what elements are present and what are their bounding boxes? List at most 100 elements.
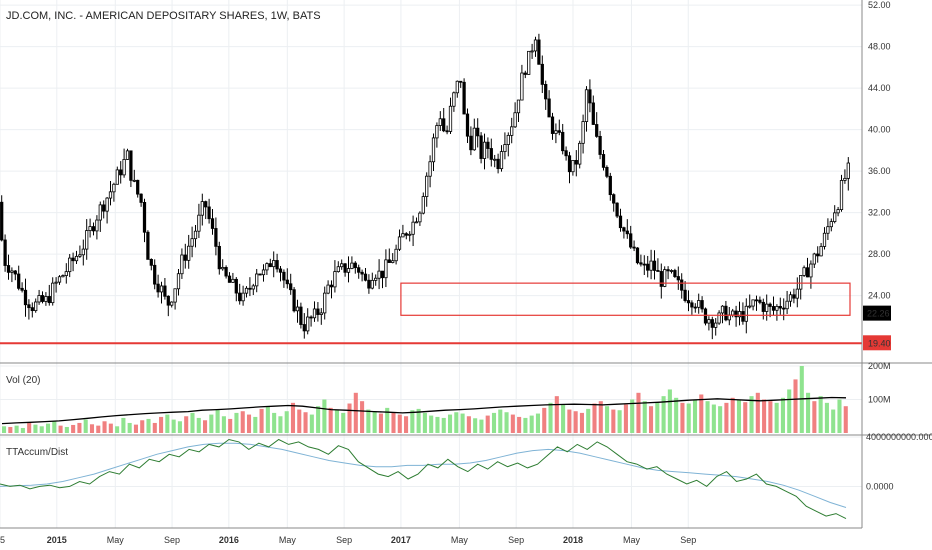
- candle-body: [544, 84, 548, 100]
- indicator-signal-line: [0, 442, 847, 508]
- volume-ma-line: [1, 396, 847, 425]
- candle-body: [795, 288, 799, 299]
- candle-body: [6, 265, 11, 273]
- candle-body: [632, 246, 636, 249]
- y-tick-label: 52.00: [868, 0, 891, 10]
- candle-body: [27, 304, 31, 309]
- candle-body: [261, 269, 266, 276]
- candle-body: [520, 72, 524, 101]
- candle-body: [289, 283, 293, 291]
- x-tick-label: May: [107, 535, 125, 545]
- candle-body: [306, 316, 310, 332]
- volume-bar: [203, 420, 208, 433]
- candle-body: [299, 306, 303, 325]
- candle-body: [57, 276, 62, 283]
- candle-body: [748, 305, 752, 308]
- volume-bar: [730, 397, 735, 433]
- volume-bar: [272, 412, 277, 433]
- volume-bar: [498, 409, 503, 433]
- candle-body: [819, 246, 823, 257]
- candle-body: [272, 260, 276, 268]
- candle-body: [163, 285, 167, 297]
- volume-bar: [284, 411, 289, 433]
- candle-body: [204, 201, 208, 208]
- candle-body: [567, 155, 572, 173]
- candle-body: [13, 270, 17, 275]
- volume-bar: [115, 426, 120, 433]
- candle-body: [703, 308, 708, 324]
- volume-bar: [806, 392, 811, 433]
- candle-body: [190, 238, 194, 247]
- volume-bar: [14, 425, 19, 433]
- volume-bar: [768, 401, 773, 433]
- volume-bar: [567, 409, 572, 433]
- volume-bar: [228, 418, 233, 433]
- candle-body: [428, 161, 432, 177]
- candle-body: [248, 287, 252, 290]
- volume-bar: [96, 425, 101, 433]
- volume-bar: [20, 427, 25, 433]
- volume-bar: [523, 417, 528, 433]
- volume-bar: [824, 402, 829, 433]
- candle-body: [547, 98, 551, 118]
- volume-tick-label: 200M: [868, 361, 891, 371]
- volume-bar: [8, 426, 13, 433]
- volume-bar: [630, 399, 635, 433]
- candle-body: [40, 295, 45, 302]
- candle-body: [765, 303, 769, 312]
- time-axis[interactable]: 15 2015 May Sep 2016 May Sep 2017 May Sep 2018 May S…: [0, 535, 696, 545]
- candle-body: [353, 262, 357, 269]
- candle-body: [95, 219, 99, 232]
- candle-body: [778, 306, 782, 309]
- volume-bar: [724, 402, 729, 433]
- candle-body: [278, 268, 283, 273]
- candle-body: [731, 310, 735, 316]
- candle-body: [680, 279, 684, 291]
- candle-body: [244, 287, 249, 294]
- volume-bar: [309, 414, 314, 433]
- x-tick-label: 2017: [391, 535, 411, 545]
- candle-body: [530, 50, 534, 53]
- volume-bar: [372, 411, 377, 433]
- candle-body: [401, 233, 405, 238]
- candle-body: [221, 267, 225, 270]
- candle-body: [238, 292, 242, 302]
- candle-body: [0, 201, 4, 241]
- volume-bar: [278, 416, 283, 433]
- volume-bar: [221, 416, 226, 433]
- volume-tick-label: 100M: [868, 395, 891, 405]
- volume-bar: [554, 396, 559, 433]
- candle-body: [105, 197, 109, 212]
- volume-bar: [347, 403, 352, 433]
- volume-bar: [447, 414, 453, 433]
- candle-body: [316, 308, 320, 315]
- candle-body: [47, 296, 51, 304]
- candle-body: [744, 305, 748, 322]
- volume-bar: [140, 420, 145, 433]
- candle-body: [81, 248, 85, 256]
- candle-body: [554, 130, 558, 134]
- candle-body: [17, 273, 21, 289]
- candle-body: [234, 278, 238, 294]
- candle-body: [516, 99, 521, 114]
- candle-body: [78, 254, 82, 257]
- candle-body: [618, 215, 623, 229]
- candle-body: [792, 294, 796, 299]
- indicator-pane: [0, 438, 847, 520]
- volume-bar: [711, 404, 716, 433]
- volume-bar: [341, 412, 346, 433]
- volume-bar: [686, 403, 691, 433]
- candle-body: [71, 257, 75, 262]
- candle-body: [411, 221, 415, 235]
- candle-body: [601, 154, 606, 168]
- candle-body: [394, 248, 398, 262]
- volume-bar: [485, 415, 490, 433]
- volume-bar: [692, 399, 698, 433]
- candle-body: [710, 319, 714, 328]
- volume-bar: [410, 410, 415, 433]
- volume-bar: [353, 392, 358, 433]
- candle-body: [217, 245, 221, 270]
- price-axis[interactable]: 24.00 28.00 32.00 36.00 40.00 44.00 48.00 52.00…: [863, 0, 932, 491]
- candle-body: [360, 271, 364, 275]
